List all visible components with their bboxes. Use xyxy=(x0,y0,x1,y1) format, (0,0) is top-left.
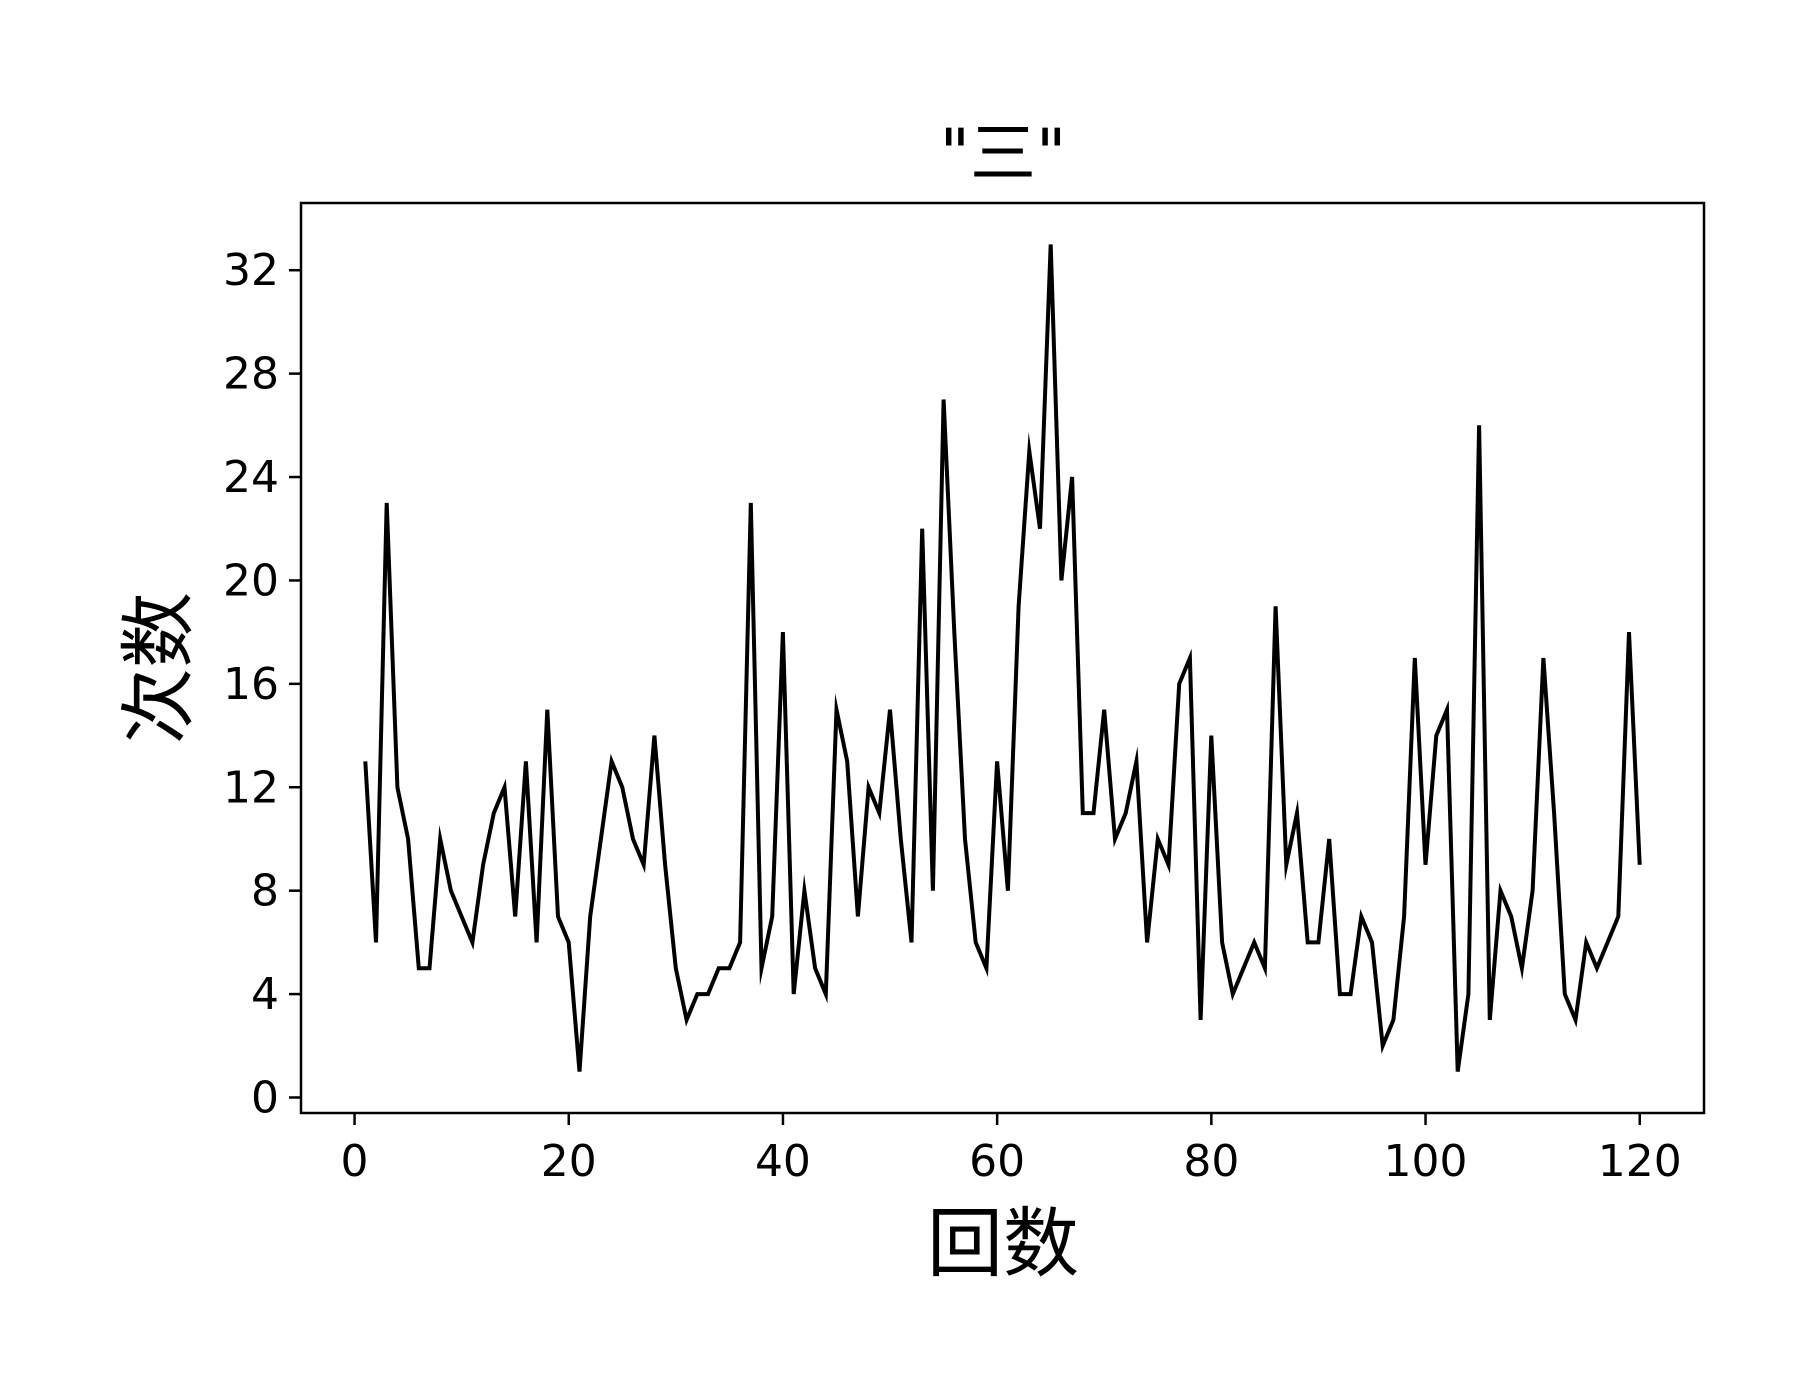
y-tick-label: 4 xyxy=(251,969,279,1020)
x-tick-label: 60 xyxy=(969,1136,1025,1187)
y-tick-label: 16 xyxy=(223,659,279,710)
y-axis: 0 4 8 12 16 20 24 28 32 xyxy=(223,245,301,1123)
x-tick-label: 80 xyxy=(1183,1136,1239,1187)
x-tick-label: 100 xyxy=(1384,1136,1468,1187)
y-tick-label: 28 xyxy=(223,349,279,400)
y-tick-label: 0 xyxy=(251,1072,279,1123)
y-axis-title: 次数 xyxy=(114,592,203,744)
x-tick-label: 40 xyxy=(755,1136,811,1187)
x-tick-label: 20 xyxy=(541,1136,597,1187)
y-tick-label: 8 xyxy=(251,866,279,917)
series-line-0 xyxy=(363,244,1642,1072)
y-tick-label: 20 xyxy=(223,555,279,606)
x-tick-label: 0 xyxy=(341,1136,369,1187)
plot-frame xyxy=(299,201,1706,1115)
y-tick-label: 24 xyxy=(223,452,279,503)
chart-title: "三" xyxy=(940,115,1067,192)
x-axis-title: 回数 xyxy=(927,1199,1079,1288)
y-tick-label: 32 xyxy=(223,245,279,296)
x-axis: 0 20 40 60 80 100 120 xyxy=(341,1113,1682,1187)
plot-area xyxy=(363,244,1642,1072)
x-tick-label: 120 xyxy=(1598,1136,1682,1187)
y-tick-label: 12 xyxy=(223,762,279,813)
